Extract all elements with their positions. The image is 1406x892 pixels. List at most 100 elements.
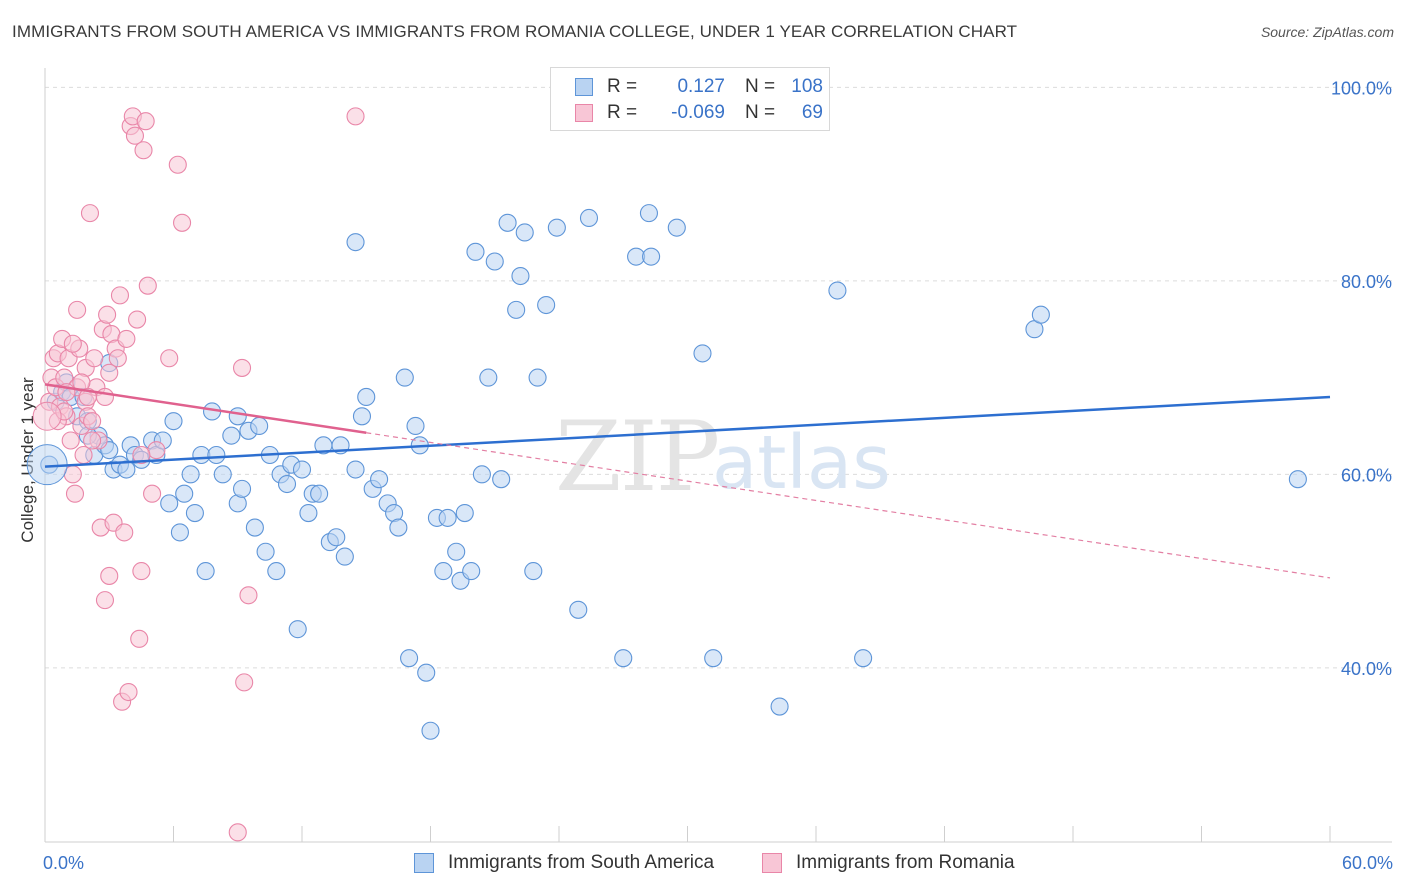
south-america-point (299, 503, 318, 523)
south-america-point (232, 479, 252, 498)
romania-point (63, 334, 82, 353)
watermark-zip: ZIP (555, 401, 718, 513)
south-america-point (438, 508, 457, 527)
x-tick-label: 60.0% (1342, 853, 1393, 873)
romania-trendline-extension (366, 432, 1331, 579)
south-america-point (335, 547, 354, 566)
romania-point (110, 286, 130, 305)
south-america-point (667, 218, 686, 237)
south-america-point (704, 649, 723, 668)
romania-point (168, 155, 187, 174)
south-america-point (515, 223, 534, 242)
south-america-point (417, 663, 436, 682)
romania-point (235, 673, 254, 692)
south-america-point (854, 649, 873, 668)
romania-point (98, 305, 117, 324)
south-america-point (614, 649, 633, 668)
south-america-point (466, 242, 485, 261)
romania-point (134, 141, 153, 160)
y-tick-label: 100.0% (1331, 78, 1392, 98)
y-tick-label: 60.0% (1341, 465, 1392, 485)
south-america-point (207, 445, 226, 465)
romania-point (160, 349, 179, 368)
south-america-point (352, 407, 372, 426)
romania-point (108, 349, 127, 368)
romania-point (228, 823, 247, 842)
south-america-point (288, 620, 307, 639)
south-america-point (181, 465, 200, 484)
south-america-point (250, 416, 269, 436)
south-america-point (579, 208, 599, 228)
legend-row-south-america: R = 0.127 N = 108 (575, 75, 823, 99)
romania-point (130, 629, 149, 648)
south-america-point (196, 562, 215, 581)
south-america-point (213, 465, 232, 484)
south-america-point (400, 649, 419, 668)
series-label-romania: Immigrants from Romania (796, 852, 1015, 873)
romania-point (83, 412, 102, 431)
south-america-point (485, 252, 504, 271)
romania-point (143, 484, 162, 503)
romania-point (117, 329, 136, 348)
romania-point (95, 591, 115, 610)
legend-swatch-south-america (575, 78, 593, 96)
south-america-point (346, 233, 365, 252)
south-america-point (447, 542, 466, 561)
south-america-point (421, 721, 440, 740)
correlation-legend: R = 0.127 N = 108 R = -0.069 N = 69 (550, 67, 830, 131)
legend-r-value: 0.127 (677, 76, 725, 97)
south-america-point (175, 484, 194, 503)
legend-n-label: N = (745, 76, 776, 97)
romania-point (132, 445, 151, 465)
south-america-point (462, 562, 481, 581)
south-america-point (406, 416, 425, 436)
romania-point (346, 107, 365, 126)
source-label: Source: ZipAtlas.com (1260, 24, 1394, 40)
south-america-point (472, 465, 491, 484)
legend-n-label: N = (745, 102, 776, 123)
south-america-point (524, 562, 543, 581)
south-america-point (370, 470, 389, 489)
romania-point (68, 300, 87, 319)
watermark-atlas: atlas (712, 420, 891, 506)
romania-point (147, 441, 166, 460)
south-america-point (639, 204, 659, 223)
series-legend: Immigrants from South America Immigrants… (0, 852, 1406, 878)
legend-r-label: R = (607, 102, 638, 123)
romania-point (119, 682, 138, 702)
south-america-point (693, 344, 712, 363)
south-america-point (389, 518, 408, 537)
south-america-point (245, 518, 264, 537)
south-america-point (395, 368, 414, 387)
south-america-point (455, 503, 474, 523)
south-america-point (642, 247, 661, 266)
south-america-point (228, 407, 247, 426)
series-legend-south-america: Immigrants from South America (414, 852, 714, 874)
south-america-point (256, 542, 275, 561)
romania-point (125, 126, 144, 145)
legend-r-value: -0.069 (671, 102, 725, 123)
south-america-point (569, 600, 588, 619)
legend-n-value: 108 (791, 76, 823, 97)
romania-point (173, 213, 192, 232)
series-legend-romania: Immigrants from Romania (762, 852, 1015, 874)
south-america-point (507, 300, 526, 319)
south-america-point (498, 213, 517, 232)
romania-point (128, 310, 147, 329)
romania-point (232, 358, 252, 377)
south-america-point (511, 266, 530, 286)
south-america-point (170, 523, 189, 542)
south-america-point (1031, 305, 1050, 324)
romania-point (138, 276, 157, 295)
legend-r-label: R = (607, 76, 638, 97)
south-america-point (528, 368, 547, 387)
south-america-point (160, 494, 179, 513)
south-america-point (292, 460, 312, 479)
legend-swatch-romania (575, 104, 593, 122)
romania-point (100, 363, 119, 382)
series-swatch-romania (762, 853, 782, 873)
romania-point (61, 431, 80, 450)
south-america-point (277, 474, 297, 494)
y-tick-label: 80.0% (1341, 272, 1392, 292)
